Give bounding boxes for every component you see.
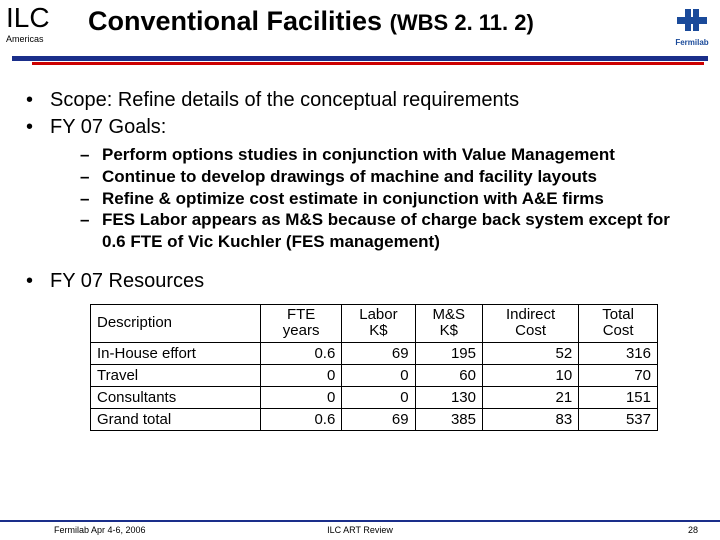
col-header: M&S K$ xyxy=(415,304,482,342)
col-header: Description xyxy=(91,304,261,342)
table-cell: 0 xyxy=(261,386,342,408)
table-cell: 60 xyxy=(415,364,482,386)
table-cell: 130 xyxy=(415,386,482,408)
fermilab-logo: Fermilab xyxy=(674,8,710,47)
table-cell: 0 xyxy=(342,364,415,386)
table-cell: 0 xyxy=(261,364,342,386)
resources-table: Description FTE years Labor K$ M&S K$ In… xyxy=(90,304,658,431)
col-header: Indirect Cost xyxy=(482,304,578,342)
subbullet: FES Labor appears as M&S because of char… xyxy=(80,209,694,253)
table-row: Consultants0013021151 xyxy=(91,386,658,408)
slide-body: Scope: Refine details of the conceptual … xyxy=(26,88,694,431)
table-cell: 0.6 xyxy=(261,408,342,430)
ilc-text: ILC xyxy=(6,4,74,32)
rule-blue xyxy=(12,56,708,61)
subbullet: Refine & optimize cost estimate in conju… xyxy=(80,188,694,210)
table-cell: 316 xyxy=(579,342,658,364)
table-cell: 151 xyxy=(579,386,658,408)
fermilab-icon xyxy=(674,8,710,32)
table-cell: 0 xyxy=(342,386,415,408)
table-cell: 0.6 xyxy=(261,342,342,364)
table-cell: In-House effort xyxy=(91,342,261,364)
fermilab-name: Fermilab xyxy=(674,38,710,47)
table-cell: 69 xyxy=(342,408,415,430)
table-cell: 21 xyxy=(482,386,578,408)
footer-page-number: 28 xyxy=(688,525,698,535)
table-cell: 52 xyxy=(482,342,578,364)
ilc-branding: ILC Americas xyxy=(6,4,74,44)
header-rules xyxy=(12,56,708,65)
resources-table-wrap: Description FTE years Labor K$ M&S K$ In… xyxy=(90,304,658,431)
table-cell: 83 xyxy=(482,408,578,430)
bullet-resources: FY 07 Resources xyxy=(26,269,694,294)
table-cell: Consultants xyxy=(91,386,261,408)
table-cell: Grand total xyxy=(91,408,261,430)
table-cell: 69 xyxy=(342,342,415,364)
ilc-subtext: Americas xyxy=(6,34,74,44)
col-header: FTE years xyxy=(261,304,342,342)
slide-title-suffix: (WBS 2. 11. 2) xyxy=(390,10,534,35)
col-header: Labor K$ xyxy=(342,304,415,342)
slide-header: ILC Americas Conventional Facilities (WB… xyxy=(0,0,720,58)
table-cell: 537 xyxy=(579,408,658,430)
resources-tbody: In-House effort0.66919552316Travel006010… xyxy=(91,342,658,430)
slide-title-wrap: Conventional Facilities (WBS 2. 11. 2) xyxy=(88,6,648,37)
rule-red xyxy=(32,62,704,65)
table-cell: 385 xyxy=(415,408,482,430)
table-row: In-House effort0.66919552316 xyxy=(91,342,658,364)
footer-center: ILC ART Review xyxy=(0,525,720,535)
col-header: Total Cost xyxy=(579,304,658,342)
table-cell: 10 xyxy=(482,364,578,386)
bullet-scope: Scope: Refine details of the conceptual … xyxy=(26,88,694,113)
bullet-goals: FY 07 Goals: xyxy=(26,115,694,140)
slide-footer: Fermilab Apr 4-6, 2006 ILC ART Review 28 xyxy=(0,520,720,540)
table-cell: 70 xyxy=(579,364,658,386)
slide-title: Conventional Facilities xyxy=(88,6,390,36)
subbullet: Continue to develop drawings of machine … xyxy=(80,166,694,188)
table-row: Travel00601070 xyxy=(91,364,658,386)
table-row: Grand total0.66938583537 xyxy=(91,408,658,430)
table-cell: 195 xyxy=(415,342,482,364)
table-cell: Travel xyxy=(91,364,261,386)
subbullet: Perform options studies in conjunction w… xyxy=(80,144,694,166)
